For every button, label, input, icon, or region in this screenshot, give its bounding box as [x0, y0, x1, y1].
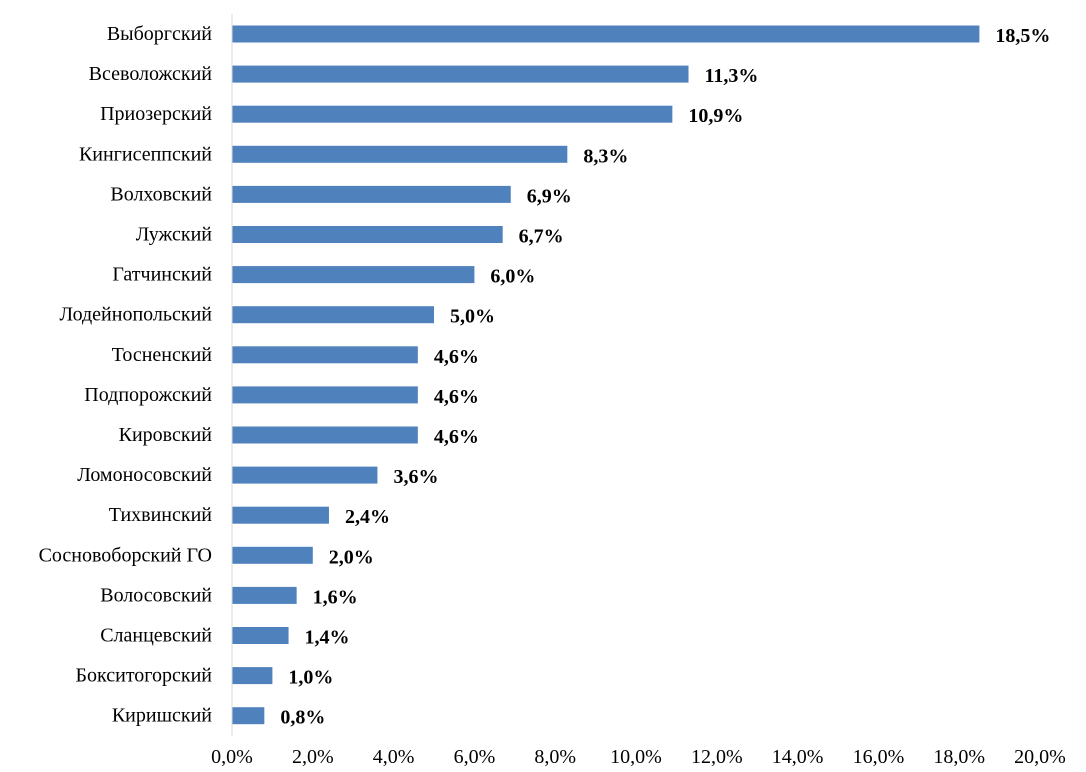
bar — [232, 25, 980, 43]
bar — [232, 466, 378, 484]
bar — [232, 105, 673, 123]
category-label: Волосовский — [100, 584, 212, 606]
category-label: Бокситогорский — [76, 665, 213, 687]
data-label: 0,8% — [280, 707, 325, 729]
bar — [232, 707, 265, 725]
x-tick-label: 8,0% — [534, 746, 576, 768]
category-label: Лодейнопольский — [60, 304, 213, 326]
category-label: Кингисеппский — [79, 143, 212, 165]
x-tick-label: 0,0% — [211, 746, 253, 768]
bar — [232, 306, 434, 324]
category-label: Волховский — [110, 183, 212, 205]
data-label: 1,0% — [288, 667, 333, 689]
data-label: 18,5% — [995, 25, 1050, 47]
data-label: 11,3% — [705, 65, 759, 87]
data-label: 1,6% — [313, 586, 358, 608]
data-label: 10,9% — [688, 105, 743, 127]
data-label: 2,0% — [329, 546, 374, 568]
category-label: Гатчинский — [112, 264, 212, 286]
x-tick-label: 10,0% — [610, 746, 662, 768]
data-label: 4,6% — [434, 426, 479, 448]
category-label: Кировский — [119, 424, 213, 446]
bar — [232, 627, 289, 644]
bar — [232, 546, 313, 564]
bar — [232, 266, 475, 284]
category-label: Тихвинский — [109, 504, 213, 526]
x-tick-label: 14,0% — [772, 746, 824, 768]
bar — [232, 506, 329, 524]
data-label: 6,7% — [519, 226, 564, 248]
x-tick-label: 16,0% — [853, 746, 905, 768]
x-axis-ticks: 0,0% 2,0% 4,0% 6,0% 8,0% 10,0% 12,0% 14,0% 16,0%… — [211, 746, 1066, 768]
data-label: 4,6% — [434, 346, 479, 368]
data-label: 8,3% — [583, 145, 628, 167]
data-label: 2,4% — [345, 506, 390, 528]
category-label: Приозерский — [100, 103, 212, 125]
x-tick-label: 20,0% — [1014, 746, 1066, 768]
bar — [232, 667, 273, 685]
category-label: Ломоносовский — [77, 464, 212, 486]
category-label: Сосновоборский ГО — [39, 544, 212, 566]
bar — [232, 586, 297, 604]
category-label: Тосненский — [112, 344, 213, 366]
bar — [232, 226, 503, 243]
bar — [232, 185, 511, 203]
category-label: Сланцевский — [100, 625, 212, 647]
category-label: Выборгский — [107, 23, 212, 45]
category-labels: Выборгский Всеволожский Приозерский Кингисе… — [39, 23, 213, 727]
data-label: 4,6% — [434, 386, 479, 408]
x-tick-label: 12,0% — [691, 746, 743, 768]
data-label: 6,0% — [490, 266, 535, 288]
data-label: 1,4% — [305, 627, 350, 649]
category-label: Лужский — [136, 224, 213, 246]
x-tick-label: 18,0% — [933, 746, 985, 768]
data-labels: 18,5% 11,3% 10,9% 8,3% 6,9% 6,7% 6,0% 5,0% 4,6% 4… — [280, 25, 1050, 729]
category-label: Всеволожский — [89, 63, 213, 85]
data-label: 3,6% — [393, 466, 438, 488]
x-tick-label: 2,0% — [292, 746, 334, 768]
bar — [232, 386, 418, 404]
bars-layer — [232, 25, 980, 725]
x-tick-label: 4,0% — [373, 746, 415, 768]
x-tick-label: 6,0% — [454, 746, 496, 768]
bar — [232, 346, 418, 364]
bar — [232, 65, 689, 83]
category-label: Подпорожский — [84, 384, 212, 406]
bar — [232, 426, 418, 444]
data-label: 6,9% — [527, 185, 572, 207]
data-label: 5,0% — [450, 306, 495, 328]
bar — [232, 145, 568, 163]
category-label: Киришский — [112, 705, 212, 727]
